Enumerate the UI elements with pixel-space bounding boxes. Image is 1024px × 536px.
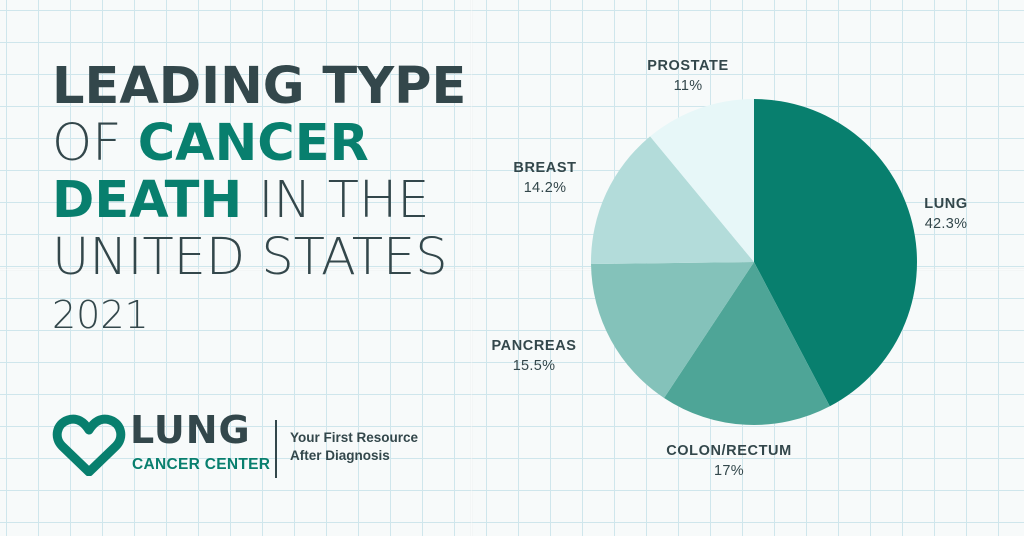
headline-cancer: CANCER bbox=[137, 114, 369, 173]
slice-value: 17% bbox=[714, 463, 744, 479]
heart-logo-icon bbox=[52, 414, 126, 476]
slice-value: 15.5% bbox=[513, 358, 556, 374]
pie-labels: LUNG 42.3% COLON/RECTUM 17% PANCREAS 15.5% BRE… bbox=[491, 58, 967, 479]
logo-tagline: Your First Resource After Diagnosis bbox=[290, 429, 418, 465]
paper-fold-horizontal bbox=[0, 268, 1024, 271]
slice-label: PANCREAS bbox=[491, 338, 576, 354]
headline-year-text: 2021 bbox=[52, 293, 149, 337]
pie-slice-pancreas bbox=[591, 262, 754, 398]
pie-slice-colon-rectum bbox=[664, 262, 830, 425]
headline-in-the: IN THE bbox=[242, 171, 430, 230]
headline: LEADING TYPE OF CANCER DEATH IN THE UNIT… bbox=[52, 58, 492, 340]
headline-death: DEATH bbox=[52, 171, 243, 230]
slice-label: BREAST bbox=[513, 160, 576, 176]
tagline-line-1: Your First Resource bbox=[290, 430, 419, 445]
logo-word-lung: LUNG bbox=[130, 408, 251, 452]
pie-slice-breast bbox=[591, 136, 754, 265]
slice-label: PROSTATE bbox=[647, 58, 729, 74]
tagline-line-2: After Diagnosis bbox=[290, 448, 390, 463]
headline-line-2: OF CANCER bbox=[52, 115, 492, 172]
pie-slices bbox=[591, 99, 917, 425]
logo-subtitle: CANCER CENTER bbox=[132, 456, 271, 473]
pie-slice-lung bbox=[754, 99, 917, 407]
slice-label: LUNG bbox=[924, 196, 967, 212]
headline-line-1: LEADING TYPE bbox=[52, 58, 492, 115]
slice-value: 11% bbox=[674, 78, 703, 94]
headline-leading-type: LEADING TYPE bbox=[52, 57, 467, 116]
pie-slice-prostate bbox=[650, 99, 754, 262]
lung-cancer-center-logo: LUNG CANCER CENTER Your First Resource A… bbox=[52, 408, 432, 482]
headline-line-4: UNITED STATES bbox=[52, 229, 492, 286]
paper-fold-vertical bbox=[470, 0, 473, 536]
logo-divider bbox=[275, 420, 277, 478]
headline-year: 2021 bbox=[52, 290, 492, 340]
slice-value: 42.3% bbox=[925, 216, 968, 232]
slice-value: 14.2% bbox=[524, 180, 567, 196]
headline-of: OF bbox=[52, 114, 138, 173]
headline-united-states: UNITED STATES bbox=[52, 228, 448, 287]
headline-line-3: DEATH IN THE bbox=[52, 172, 492, 229]
slice-label: COLON/RECTUM bbox=[666, 443, 792, 459]
